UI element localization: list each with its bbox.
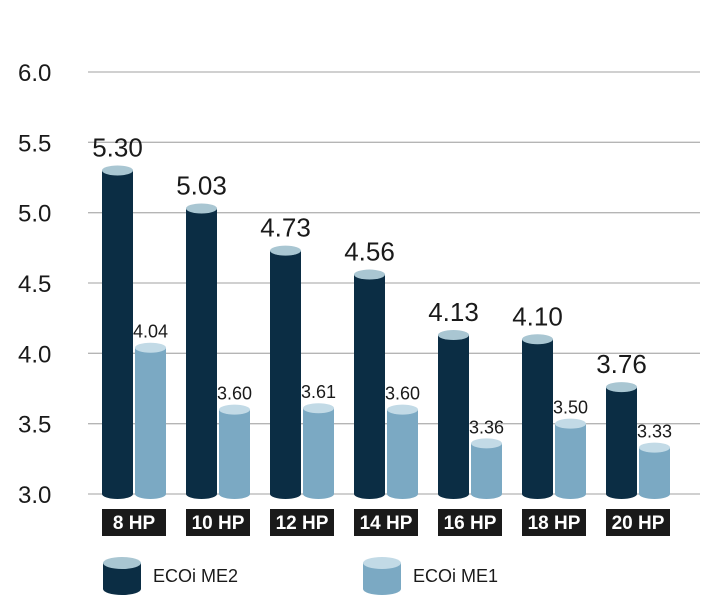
category-label: 8 HP [113, 513, 156, 534]
value-label: 5.03 [176, 170, 227, 200]
y-tick-label: 4.0 [18, 341, 51, 368]
y-tick-label: 5.5 [18, 130, 51, 157]
bar-me2 [438, 335, 469, 499]
value-label: 4.10 [512, 301, 563, 331]
value-label: 5.30 [92, 132, 143, 162]
legend-swatch-cap [103, 557, 141, 569]
bar-me2 [522, 339, 553, 499]
bar-cap [303, 403, 334, 414]
y-axis-ticks: 3.0 3.5 4.0 4.5 5.0 5.5 6.0 [18, 60, 51, 509]
category-label: 12 HP [276, 513, 329, 534]
value-label: 3.61 [301, 382, 336, 402]
bar-me1 [219, 409, 250, 499]
category-label: 18 HP [528, 513, 581, 534]
legend-label: ECOi ME1 [413, 566, 498, 586]
bar-cap [102, 165, 133, 176]
category-label-bg [270, 509, 334, 536]
bar-cap [606, 382, 637, 393]
bar-me2 [270, 250, 301, 499]
bar-cap [270, 245, 301, 256]
category-labels: 8 HP 10 HP 12 HP 14 HP 16 HP 18 HP 20 HP [102, 509, 670, 536]
value-label: 3.76 [596, 349, 647, 379]
y-tick-label: 4.5 [18, 271, 51, 298]
bar-me2 [102, 170, 133, 499]
bar-cap [135, 342, 166, 353]
value-label: 4.04 [133, 322, 168, 342]
bar-me1 [555, 423, 586, 499]
bar-cap [186, 203, 217, 214]
bar-cap [555, 418, 586, 429]
bar-me2 [606, 387, 637, 499]
bar-me1 [639, 447, 670, 499]
bar-me2 [354, 274, 385, 499]
category-label: 10 HP [192, 513, 245, 534]
value-label: 3.60 [385, 384, 420, 404]
bar-me1 [135, 347, 166, 499]
category-label-bg [102, 509, 166, 536]
category-label-bg [522, 509, 586, 536]
category-label: 14 HP [360, 513, 413, 534]
value-label: 3.50 [553, 398, 588, 418]
bar-me1 [387, 409, 418, 499]
bar-cap [639, 442, 670, 453]
bar-cap [471, 438, 502, 449]
value-label: 4.56 [344, 237, 395, 267]
legend-swatch [363, 563, 401, 595]
category-label-bg [186, 509, 250, 536]
y-tick-label: 6.0 [18, 60, 51, 87]
bar-me1 [471, 443, 502, 499]
value-label: 4.73 [260, 213, 311, 243]
value-labels: 5.30 4.04 5.03 3.60 4.73 3.61 4.56 3.60 4.13 3.36… [92, 132, 672, 441]
category-label: 16 HP [444, 513, 497, 534]
y-tick-label: 5.0 [18, 201, 51, 228]
value-label: 4.13 [428, 297, 479, 327]
category-label-bg [438, 509, 502, 536]
bar-me1 [303, 408, 334, 499]
category-label-bg [606, 509, 670, 536]
y-tick-label: 3.0 [18, 482, 51, 509]
value-label: 3.60 [217, 384, 252, 404]
value-label: 3.36 [469, 417, 504, 437]
bars [102, 165, 670, 500]
bar-cap [522, 334, 553, 345]
bar-cap [438, 330, 469, 341]
legend-swatch [103, 563, 141, 595]
category-label-bg [354, 509, 418, 536]
bar-cap [387, 404, 418, 415]
legend: ECOi ME2 ECOi ME1 [103, 557, 498, 595]
bar-cap [219, 404, 250, 415]
category-label: 20 HP [612, 513, 665, 534]
legend-swatch-cap [363, 557, 401, 569]
bar-me2 [186, 208, 217, 500]
value-label: 3.33 [637, 422, 672, 442]
bar-cap [354, 269, 385, 280]
legend-label: ECOi ME2 [153, 566, 238, 586]
y-tick-label: 3.5 [18, 412, 51, 439]
